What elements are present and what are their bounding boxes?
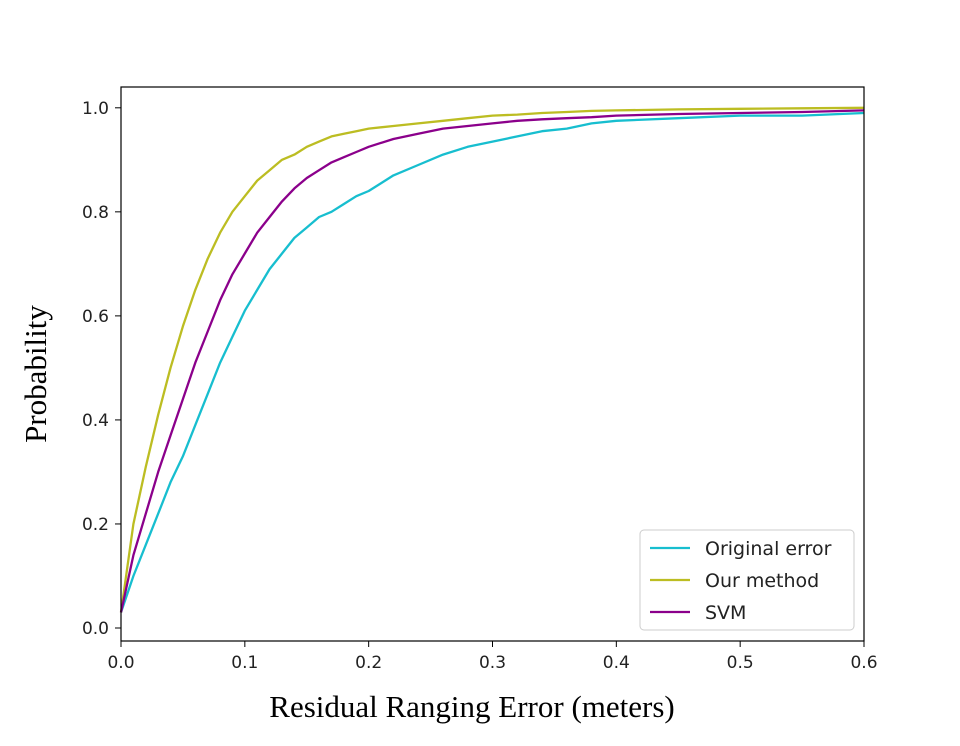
x-tick-label: 0.4 (603, 653, 630, 673)
legend: Original error Our method SVM (639, 529, 855, 631)
x-axis-title: Residual Ranging Error (meters) (269, 689, 674, 724)
y-axis-title: Probability (18, 305, 53, 443)
x-tick-label: 0.2 (355, 653, 382, 673)
y-tick-label: 0.2 (82, 515, 109, 535)
y-tick-label: 0.6 (82, 307, 109, 327)
y-tick-label: 0.0 (82, 619, 109, 639)
x-axis: 0.0 0.1 0.2 0.3 0.4 0.5 0.6 (107, 641, 878, 673)
legend-box (639, 529, 855, 631)
x-tick-label: 0.3 (479, 653, 506, 673)
x-tick-label: 0.1 (231, 653, 258, 673)
x-tick-label: 0.0 (107, 653, 134, 673)
y-axis: 0.0 0.2 0.4 0.6 0.8 1.0 (82, 99, 121, 639)
x-tick-label: 0.6 (850, 653, 877, 673)
plot-lines (119, 106, 865, 613)
legend-label: Original error (705, 538, 832, 560)
y-tick-label: 0.8 (82, 203, 109, 223)
series-line-1 (119, 106, 865, 613)
legend-label: Our method (705, 570, 819, 592)
y-tick-label: 0.4 (82, 411, 109, 431)
series-line-0 (119, 111, 865, 613)
series-line-2 (119, 109, 865, 613)
x-tick-label: 0.5 (727, 653, 754, 673)
y-tick-label: 1.0 (82, 99, 109, 119)
legend-label: SVM (705, 602, 746, 624)
